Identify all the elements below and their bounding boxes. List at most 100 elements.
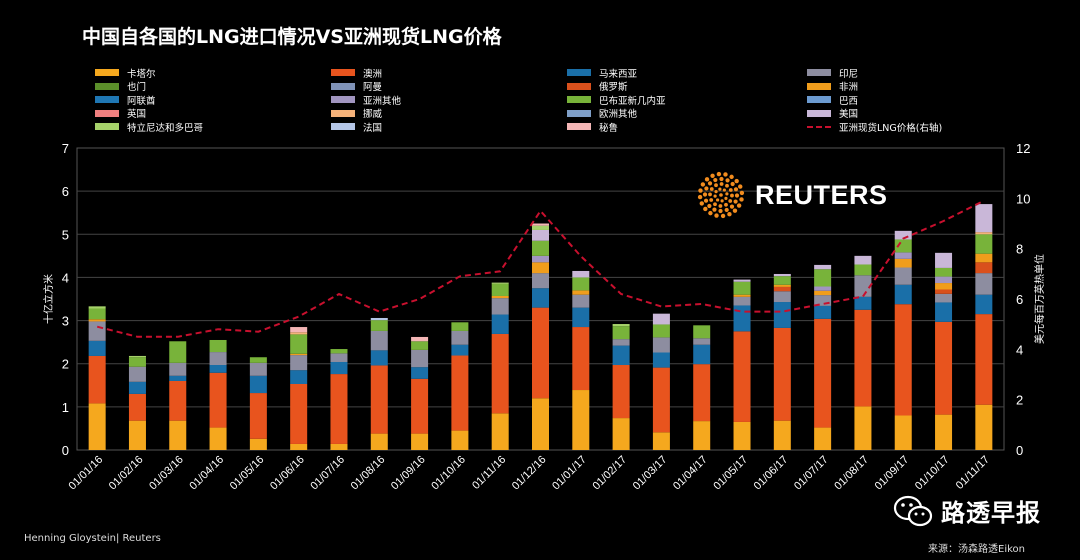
legend-label: 秘鲁 xyxy=(599,122,619,134)
footer-source: 来源：汤森路透Eikon xyxy=(928,544,1025,555)
bar-segment xyxy=(249,393,267,439)
bar-segment xyxy=(975,232,993,235)
legend-item: 阿曼 xyxy=(331,80,382,93)
logo-dot xyxy=(710,173,715,178)
bar-segment xyxy=(330,443,348,450)
bar-segment xyxy=(290,327,308,333)
bar-segment xyxy=(894,252,912,259)
logo-dot xyxy=(725,183,729,188)
bar-segment xyxy=(290,370,308,384)
logo-dot xyxy=(720,213,726,219)
legend-label: 卡塔尔 xyxy=(127,68,156,80)
bar-segment xyxy=(88,403,106,450)
logo-dot xyxy=(700,182,706,187)
bar-segment xyxy=(814,286,832,291)
bar-segment xyxy=(652,337,670,353)
chart-legend: 卡塔尔 澳洲 马来西亚 印尼 也门 阿曼 俄罗斯 非洲 阿联酋 亚洲其他 巴布亚新几内亚 巴西 英国 挪威… xyxy=(95,66,995,136)
logo-dot xyxy=(724,207,729,213)
legend-label: 英国 xyxy=(127,109,147,120)
legend-label: 巴西 xyxy=(839,95,859,107)
legend-label: 挪威 xyxy=(363,109,383,120)
bar-segment xyxy=(814,295,832,306)
legend-swatch xyxy=(95,82,119,90)
logo-dot xyxy=(734,178,739,184)
logo-dot xyxy=(738,184,743,189)
logo-dot xyxy=(739,190,745,196)
bar-segment xyxy=(330,353,348,362)
bar-segment xyxy=(88,321,106,341)
legend-swatch xyxy=(807,109,831,117)
logo-dot xyxy=(719,182,724,186)
bar-segment xyxy=(88,319,106,322)
bar-segment xyxy=(854,255,872,265)
bar-segment xyxy=(330,361,348,375)
x-tick-label: 01/02/17 xyxy=(590,454,629,493)
legend-item: 卡塔尔 xyxy=(95,66,156,80)
legend-label: 澳洲 xyxy=(363,68,383,80)
bar-segment xyxy=(935,283,953,290)
logo-dot xyxy=(718,187,722,191)
legend-item: 美国 xyxy=(807,107,858,120)
bar-segment xyxy=(612,326,630,340)
y-tick-label: 4 xyxy=(62,270,69,285)
bar-segment xyxy=(733,294,751,297)
bar-segment xyxy=(532,229,549,241)
bar-segment xyxy=(451,355,469,431)
y2-axis-label: 美元每百万英热单位 xyxy=(1033,254,1046,344)
logo-dot xyxy=(729,174,734,180)
bar-segment xyxy=(975,404,993,450)
x-tick-label: 01/05/16 xyxy=(228,454,267,493)
bar-segment xyxy=(854,275,872,297)
bar-segment xyxy=(532,273,549,289)
logo-dot xyxy=(708,192,712,197)
bar-segment xyxy=(773,276,791,285)
bar-segment xyxy=(935,293,953,303)
x-tick-label: 01/03/16 xyxy=(147,454,186,493)
bar-segment xyxy=(491,413,509,450)
legend-label: 亚洲其他 xyxy=(363,95,402,107)
bar-segment xyxy=(854,406,872,450)
bar-segment xyxy=(894,267,912,285)
bar-segment xyxy=(128,355,146,358)
legend-label: 巴布亚新几内亚 xyxy=(599,95,666,107)
bar-segment xyxy=(975,273,993,295)
bar-segment xyxy=(935,276,953,284)
x-tick-label: 01/07/17 xyxy=(792,454,831,493)
bar-segment xyxy=(894,239,912,253)
logo-dot xyxy=(714,190,718,194)
x-tick-label: 01/11/16 xyxy=(470,454,508,492)
bar-segment xyxy=(249,438,267,450)
bar-segment xyxy=(814,318,832,428)
bar-segment xyxy=(733,331,751,422)
bar-segment xyxy=(411,349,429,368)
bar-segment xyxy=(370,317,388,321)
legend-swatch xyxy=(567,82,591,90)
legend-swatch xyxy=(331,123,355,130)
bar-segment xyxy=(894,284,912,305)
price-line xyxy=(96,199,985,338)
logo-dot xyxy=(725,178,730,183)
logo-dot xyxy=(724,196,728,200)
y2-tick-label: 4 xyxy=(1016,342,1023,357)
bar-segment xyxy=(209,339,227,353)
bar-segment xyxy=(451,344,469,356)
legend-swatch xyxy=(95,123,119,130)
y-tick-label: 2 xyxy=(62,357,69,372)
bar-segment xyxy=(975,314,993,405)
bar-segment xyxy=(975,234,993,254)
logo-dot xyxy=(736,203,742,208)
y2-tick-label: 12 xyxy=(1016,141,1030,156)
bar-segment xyxy=(290,353,308,356)
x-tick-label: 01/04/16 xyxy=(187,454,226,493)
logo-dot xyxy=(697,194,703,200)
logo-dot xyxy=(719,193,723,197)
legend-label: 美国 xyxy=(839,109,859,120)
bar-segment xyxy=(935,252,953,268)
legend-swatch xyxy=(95,69,119,76)
bar-segment xyxy=(128,366,146,382)
logo-dot xyxy=(714,213,719,218)
bar-segment xyxy=(532,223,549,226)
legend-item: 巴布亚新几内亚 xyxy=(567,93,666,107)
bar-segment xyxy=(773,420,791,450)
bar-segment xyxy=(733,421,751,450)
